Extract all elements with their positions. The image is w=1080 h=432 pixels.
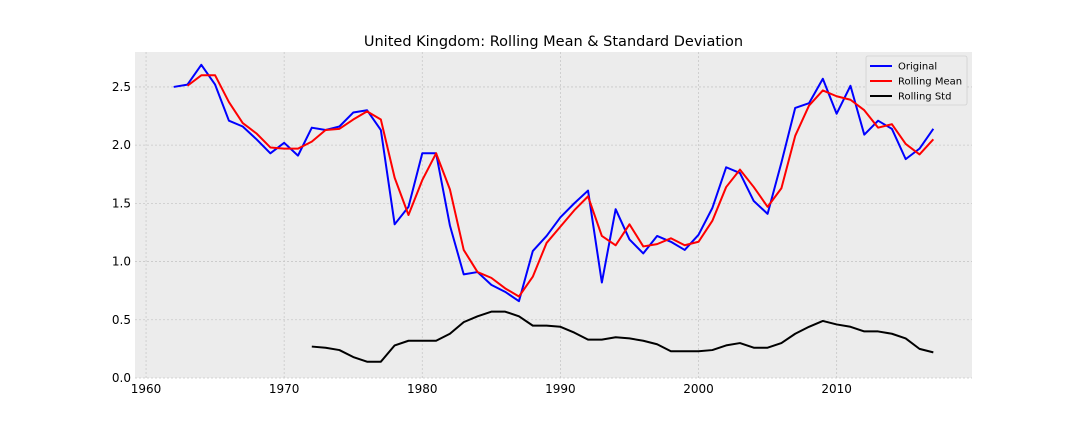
- series-line-rolling-std: [311, 310, 934, 363]
- legend-label-rolling-mean: Rolling Mean: [898, 77, 962, 88]
- legend-label-original: Original: [898, 62, 937, 73]
- series-lines: [173, 63, 935, 363]
- plot-area: [135, 52, 972, 378]
- y-tick-label: 1.5: [112, 196, 131, 210]
- y-tick-label: 0.5: [112, 313, 131, 327]
- chart-title: United Kingdom: Rolling Mean & Standard …: [364, 34, 743, 50]
- x-tick-label: 1960: [131, 382, 162, 396]
- grid: [135, 52, 972, 379]
- y-tick-label: 2.0: [112, 138, 131, 152]
- axis-ticks: 1960 1970 1980 1990 2000 2010 0.0 0.5 1.0 1.5 2.0 2…: [112, 80, 852, 396]
- series-line-original: [173, 63, 935, 303]
- x-tick-label: 2000: [683, 382, 714, 396]
- legend-label-rolling-std: Rolling Std: [898, 92, 951, 103]
- x-tick-label: 1970: [269, 382, 300, 396]
- legend-box: [865, 55, 968, 106]
- y-tick-label: 2.5: [112, 80, 131, 94]
- x-tick-label: 2010: [821, 382, 852, 396]
- x-tick-label: 1980: [407, 382, 438, 396]
- y-tick-label: 1.0: [112, 255, 131, 269]
- y-tick-label: 0.0: [112, 371, 131, 385]
- legend: Original Rolling Mean Rolling Std: [865, 55, 968, 106]
- x-tick-label: 1990: [545, 382, 576, 396]
- series-line-rolling-mean: [186, 74, 935, 298]
